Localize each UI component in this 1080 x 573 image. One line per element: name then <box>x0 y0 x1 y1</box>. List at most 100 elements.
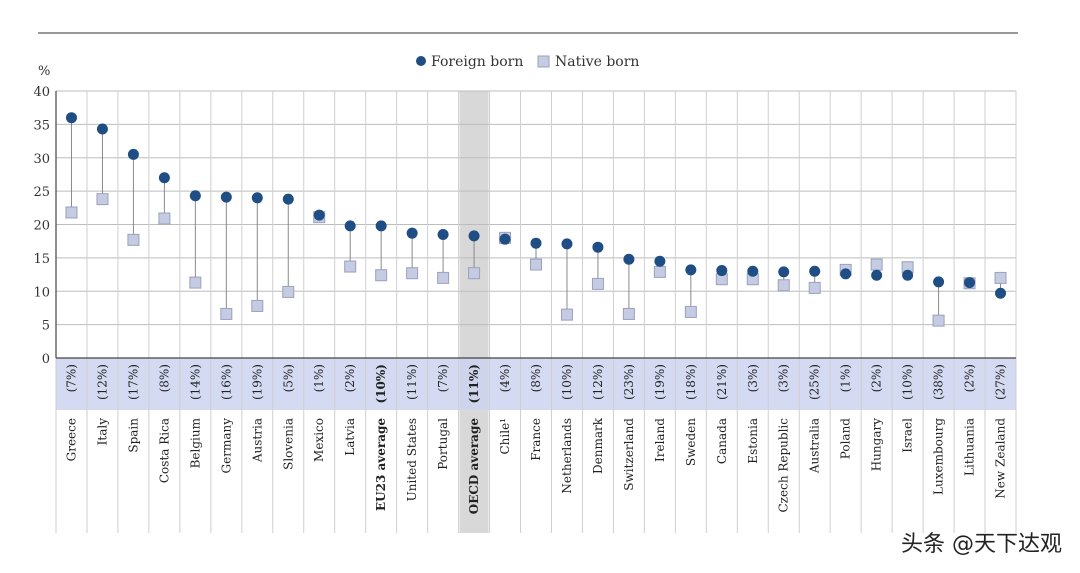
category-label: Israel <box>901 418 915 453</box>
foreign-born-marker <box>747 265 759 277</box>
y-tick-label: 30 <box>33 152 50 167</box>
foreign-born-marker <box>344 220 356 232</box>
share-label: (1%) <box>839 364 853 392</box>
category-label: Sweden <box>684 418 698 466</box>
foreign-born-marker <box>251 192 263 204</box>
foreign-born-marker <box>127 148 139 160</box>
share-label: (2%) <box>870 364 884 392</box>
native-born-marker <box>994 271 1007 284</box>
y-axis-label: % <box>38 64 50 79</box>
category-label: Costa Rica <box>157 418 171 483</box>
category-label: Denmark <box>591 417 605 474</box>
share-label: (23%) <box>622 364 636 400</box>
native-born-marker <box>220 307 233 320</box>
native-born-marker <box>653 265 666 278</box>
native-born-marker <box>777 279 790 292</box>
native-born-marker <box>96 193 109 206</box>
native-born-marker <box>282 285 295 298</box>
native-born-marker <box>158 212 171 225</box>
category-label: EU23 average <box>374 418 388 511</box>
category-label: Czech Republic <box>777 418 791 513</box>
category-label: Poland <box>839 418 853 460</box>
share-label: (12%) <box>591 364 605 400</box>
share-label: (8%) <box>157 364 171 392</box>
highlight-column-oecd <box>459 91 489 533</box>
legend-foreign-born-label: Foreign born <box>431 54 523 70</box>
native-born-marker <box>375 269 388 282</box>
share-label: (8%) <box>529 364 543 392</box>
foreign-born-marker <box>592 241 604 253</box>
foreign-born-marker <box>809 265 821 277</box>
category-label: Slovenia <box>281 418 295 470</box>
foreign-born-marker <box>871 269 883 281</box>
category-label: Germany <box>219 418 233 474</box>
category-label: France <box>529 418 543 461</box>
foreign-born-marker <box>437 229 449 241</box>
share-label: (4%) <box>498 364 512 392</box>
foreign-born-marker <box>995 287 1007 299</box>
foreign-born-marker <box>96 123 108 135</box>
legend-foreign-born-marker <box>416 56 426 66</box>
native-born-marker <box>251 299 264 312</box>
foreign-born-marker <box>220 191 232 203</box>
y-tick-label: 5 <box>42 319 50 334</box>
foreign-born-marker <box>499 233 511 245</box>
category-label: Italy <box>95 418 109 446</box>
category-label: Greece <box>64 418 78 461</box>
foreign-born-marker <box>530 237 542 249</box>
foreign-born-marker <box>933 276 945 288</box>
y-tick-label: 40 <box>33 85 50 100</box>
category-label: Latvia <box>343 418 357 456</box>
y-tick-label: 0 <box>42 352 50 367</box>
share-band <box>56 358 1016 410</box>
category-label: Australia <box>808 418 822 474</box>
foreign-born-marker <box>685 264 697 276</box>
share-label: (16%) <box>219 364 233 400</box>
share-label: (12%) <box>95 364 109 400</box>
native-born-marker <box>65 206 78 219</box>
category-label: Canada <box>715 418 729 464</box>
category-label: New Zealand <box>994 418 1008 499</box>
legend-native-born-marker <box>537 55 550 68</box>
share-label: (25%) <box>808 364 822 400</box>
foreign-born-marker <box>778 266 790 278</box>
category-label: Switzerland <box>622 418 636 491</box>
category-label: Austria <box>250 418 264 463</box>
y-tick-label: 15 <box>33 252 50 267</box>
category-label: Netherlands <box>560 418 574 494</box>
category-label: Portugal <box>436 418 450 470</box>
share-label: (2%) <box>343 364 357 392</box>
share-label: (19%) <box>250 364 264 400</box>
share-label: (17%) <box>126 364 140 400</box>
y-tick-label: 25 <box>33 185 50 200</box>
legend: Foreign born Native born <box>416 54 639 70</box>
category-label: Belgium <box>188 417 202 468</box>
foreign-born-marker <box>282 193 294 205</box>
foreign-born-marker <box>158 172 170 184</box>
share-label: (5%) <box>281 364 295 392</box>
category-label: Hungary <box>870 418 884 471</box>
share-label: (7%) <box>64 364 78 392</box>
category-label: Spain <box>126 418 140 453</box>
share-label: (27%) <box>994 364 1008 400</box>
foreign-born-marker <box>964 277 976 289</box>
share-label: (10%) <box>374 364 388 403</box>
foreign-born-marker <box>623 253 635 265</box>
share-label: (14%) <box>188 364 202 400</box>
legend-native-born-label: Native born <box>555 54 639 70</box>
foreign-born-marker <box>406 227 418 239</box>
y-tick-label: 20 <box>33 219 50 234</box>
category-label: Estonia <box>746 418 760 464</box>
y-tick-label: 10 <box>33 285 50 300</box>
share-label: (18%) <box>684 364 698 400</box>
native-born-marker <box>870 258 883 271</box>
foreign-born-marker <box>840 268 852 280</box>
native-born-marker <box>808 281 821 294</box>
share-label: (10%) <box>560 364 574 400</box>
foreign-born-marker <box>375 220 387 232</box>
foreign-born-marker <box>189 190 201 202</box>
share-label: (19%) <box>653 364 667 400</box>
category-label: Luxembourg <box>932 418 946 495</box>
native-born-marker <box>468 267 481 280</box>
